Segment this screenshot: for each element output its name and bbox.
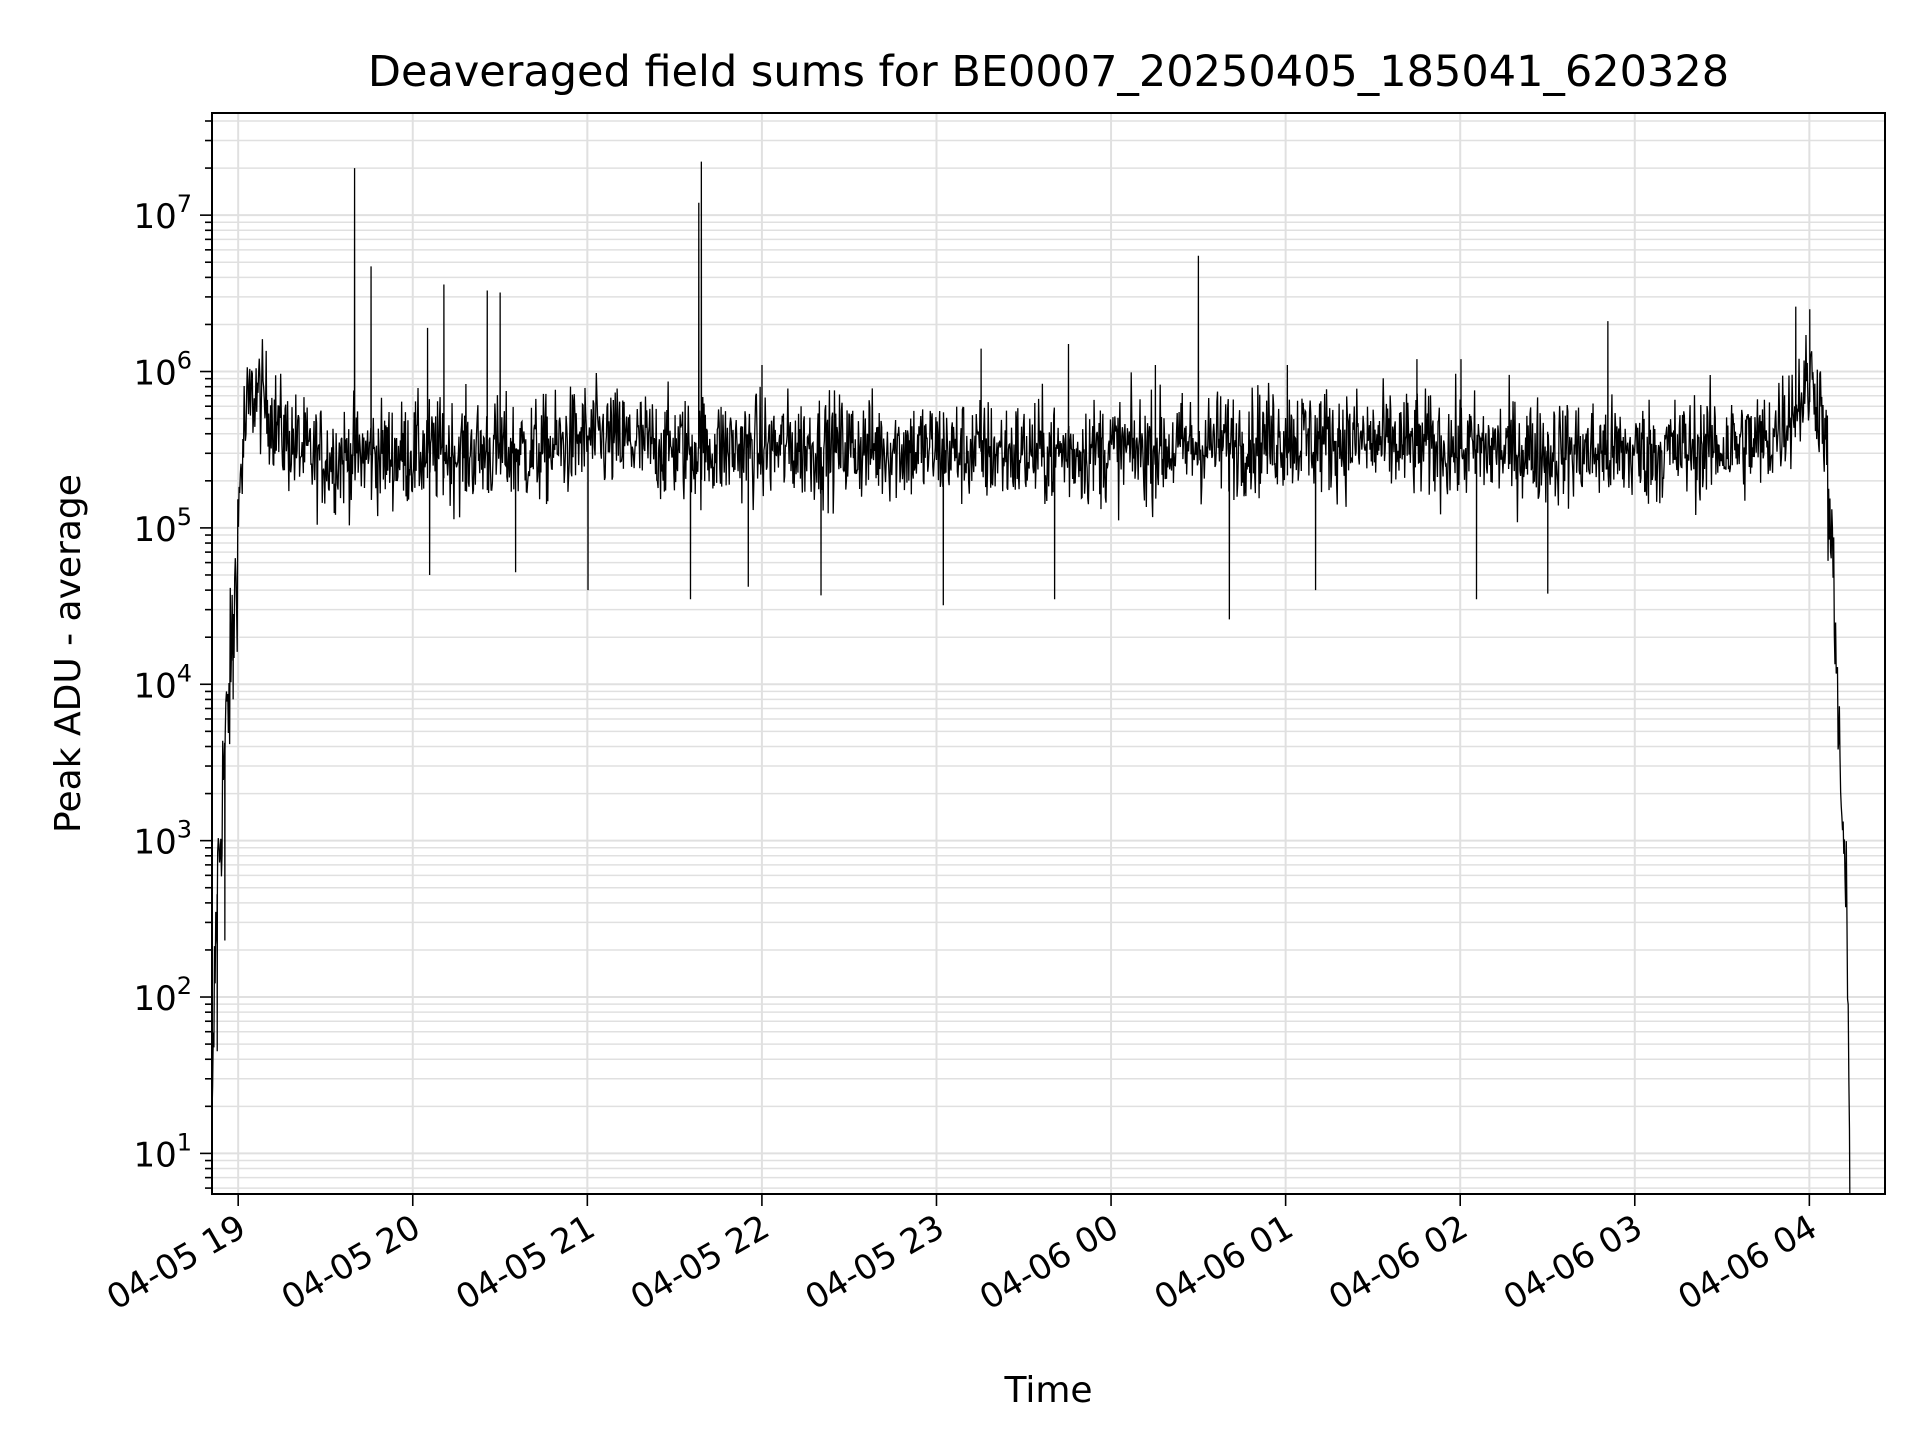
- series-line: [212, 161, 1851, 1194]
- y-tick-label: 106: [133, 347, 192, 394]
- y-tick-label: 105: [133, 503, 192, 550]
- chart-title: Deaveraged field sums for BE0007_2025040…: [368, 47, 1729, 97]
- y-tick-label: 107: [133, 190, 192, 237]
- y-tick-base: 10: [133, 197, 176, 237]
- x-axis-label: Time: [1003, 1370, 1092, 1411]
- y-tick-exponent: 4: [177, 659, 192, 687]
- y-tick-exponent: 5: [177, 503, 192, 531]
- y-tick-base: 10: [133, 979, 176, 1019]
- y-tick-exponent: 6: [177, 347, 192, 375]
- y-tick-base: 10: [133, 354, 176, 394]
- plot-frame: [211, 112, 1886, 1195]
- y-tick-exponent: 1: [177, 1128, 192, 1156]
- y-tick-label: 101: [133, 1128, 192, 1175]
- grid: [212, 113, 1885, 1194]
- y-tick-exponent: 3: [177, 816, 192, 844]
- y-tick-exponent: 7: [177, 190, 192, 218]
- y-tick-base: 10: [133, 1135, 176, 1175]
- y-tick-base: 10: [133, 666, 176, 706]
- series: [212, 161, 1851, 1194]
- y-tick-base: 10: [133, 510, 176, 550]
- y-tick-base: 10: [133, 823, 176, 863]
- y-tick-label: 103: [133, 816, 192, 863]
- y-axis-label: Peak ADU - average: [48, 474, 89, 833]
- y-tick-exponent: 2: [177, 972, 192, 1000]
- y-tick-label: 102: [133, 972, 192, 1019]
- y-tick-label: 104: [133, 659, 192, 706]
